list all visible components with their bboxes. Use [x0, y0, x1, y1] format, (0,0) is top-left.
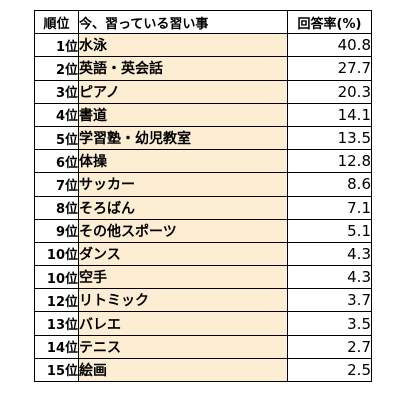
item-cell: その他スポーツ [78, 218, 288, 243]
table-row: 8位 そろばん 7.1 [34, 195, 372, 220]
rate-cell: 20.3 [287, 79, 372, 104]
column-header-rank: 順位 [34, 9, 79, 35]
column-header-rate: 回答率(%) [287, 9, 372, 35]
item-cell: そろばん [78, 195, 288, 220]
table-row: 6位 体操 12.8 [34, 149, 372, 174]
rate-cell: 3.7 [287, 288, 372, 313]
item-cell: 体操 [78, 149, 288, 174]
rate-cell: 4.3 [287, 241, 372, 267]
rank-cell: 2位 [34, 56, 79, 81]
rate-cell: 7.1 [287, 195, 372, 220]
rate-cell: 3.5 [287, 311, 372, 336]
item-cell: サッカー [78, 172, 288, 197]
rate-cell: 5.1 [287, 218, 372, 243]
rank-cell: 4位 [34, 102, 79, 127]
rank-cell: 10位 [34, 241, 79, 267]
item-cell: リトミック [78, 288, 288, 313]
ranking-table-container: 順位 今、習っている習い事 回答率(%) 1位 水泳 40.8 2位 英語・英会… [34, 9, 372, 383]
table-row: 9位 その他スポーツ 5.1 [34, 218, 372, 243]
rate-cell: 4.3 [287, 265, 372, 290]
table-row: 10位 ダンス 4.3 [34, 241, 372, 267]
table-row: 3位 ピアノ 20.3 [34, 79, 372, 104]
item-cell: テニス [78, 334, 288, 359]
rank-cell: 12位 [34, 288, 79, 313]
item-cell: 英語・英会話 [78, 56, 288, 81]
item-cell: ピアノ [78, 79, 288, 104]
table-row: 13位 バレエ 3.5 [34, 311, 372, 336]
rank-cell: 9位 [34, 218, 79, 243]
rank-cell: 1位 [34, 33, 79, 58]
table-row: 12位 リトミック 3.7 [34, 288, 372, 313]
rank-cell: 13位 [34, 311, 79, 336]
table-header-row: 順位 今、習っている習い事 回答率(%) [34, 9, 372, 35]
table-row: 10位 空手 4.3 [34, 265, 372, 290]
item-cell: 絵画 [78, 357, 288, 383]
table-row: 14位 テニス 2.7 [34, 334, 372, 359]
rate-cell: 14.1 [287, 102, 372, 127]
rate-cell: 2.5 [287, 357, 372, 383]
rank-cell: 7位 [34, 172, 79, 197]
rate-cell: 27.7 [287, 56, 372, 81]
item-cell: ダンス [78, 241, 288, 267]
rate-cell: 8.6 [287, 172, 372, 197]
rank-cell: 8位 [34, 195, 79, 220]
table-row: 1位 水泳 40.8 [34, 33, 372, 58]
rank-cell: 10位 [34, 265, 79, 290]
table-row: 4位 書道 14.1 [34, 102, 372, 127]
rank-cell: 15位 [34, 357, 79, 383]
table-row: 2位 英語・英会話 27.7 [34, 56, 372, 81]
item-cell: 水泳 [78, 33, 288, 58]
item-cell: バレエ [78, 311, 288, 336]
ranking-table: 順位 今、習っている習い事 回答率(%) 1位 水泳 40.8 2位 英語・英会… [34, 9, 372, 383]
item-cell: 書道 [78, 102, 288, 127]
column-header-item: 今、習っている習い事 [78, 9, 288, 35]
rate-cell: 12.8 [287, 149, 372, 174]
table-body: 1位 水泳 40.8 2位 英語・英会話 27.7 3位 ピアノ 20.3 4位… [34, 33, 372, 383]
rank-cell: 14位 [34, 334, 79, 359]
rank-cell: 3位 [34, 79, 79, 104]
rate-cell: 2.7 [287, 334, 372, 359]
item-cell: 学習塾・幼児教室 [78, 125, 288, 151]
rate-cell: 13.5 [287, 125, 372, 151]
rank-cell: 5位 [34, 125, 79, 151]
table-row: 5位 学習塾・幼児教室 13.5 [34, 125, 372, 151]
rank-cell: 6位 [34, 149, 79, 174]
item-cell: 空手 [78, 265, 288, 290]
table-row: 15位 絵画 2.5 [34, 357, 372, 383]
table-row: 7位 サッカー 8.6 [34, 172, 372, 197]
rate-cell: 40.8 [287, 33, 372, 58]
